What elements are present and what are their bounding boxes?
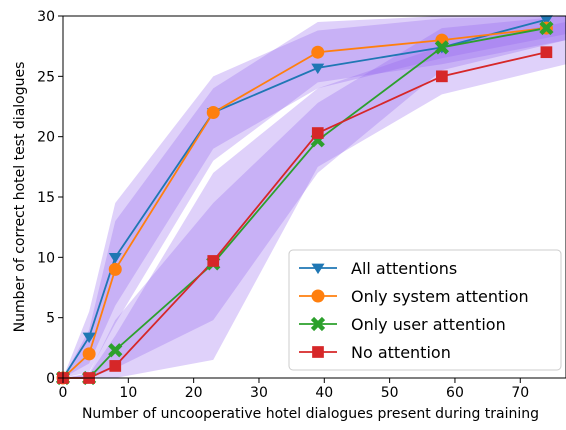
x-axis-ticks: 0 10 20 30 40 50 60 70 [59,378,529,401]
x-tick-label: 10 [119,385,137,401]
y-tick-label: 15 [37,190,55,206]
legend-label: All attentions [351,259,457,278]
data-point-s3-3 [108,343,123,358]
y-tick-label: 5 [46,311,55,327]
data-point-s1-5 [311,63,325,75]
x-tick-label: 70 [511,385,529,401]
x-tick-label: 0 [59,385,68,401]
confidence-band-4 [63,22,566,379]
data-point-s1-2 [82,332,96,344]
legend: All attentions Only system attention Only … [288,249,562,371]
legend-label: No attention [351,343,451,362]
data-point-s2-4 [206,106,220,120]
y-tick-label: 30 [37,9,55,25]
data-point-s2-3 [108,262,122,276]
x-tick-label: 20 [185,385,203,401]
y-axis-label: Number of correct hotel test dialogues [12,62,28,333]
x-tick-label: 30 [250,385,268,401]
legend-marker [312,346,324,358]
y-axis-ticks: 0 5 10 15 20 25 30 [37,9,63,387]
data-point-s2-2 [82,347,96,361]
legend-marker [310,316,326,332]
x-tick-label: 50 [381,385,399,401]
data-point-s2-5 [311,45,325,59]
data-point-s4-4 [207,255,220,267]
data-point-s4-5 [311,127,324,139]
confidence-band-1 [63,16,566,378]
x-tick-label: 40 [315,385,333,401]
y-tick-label: 10 [37,250,55,266]
legend-label: Only user attention [351,315,506,334]
data-point-s4-6 [436,70,448,83]
y-tick-label: 25 [37,69,55,85]
legend-marker [311,289,325,303]
x-axis-label: Number of uncooperative hotel dialogues … [82,406,539,422]
data-point-s1-7 [539,15,553,26]
legend-marker [311,263,325,275]
y-tick-label: 0 [46,371,55,387]
data-point-s3-6 [434,40,449,55]
legend-label: Only system attention [351,287,529,306]
confidence-band-2 [63,16,566,378]
legend-box [288,249,562,371]
data-point-s3-7 [539,20,554,36]
x-tick-label: 60 [446,385,464,401]
data-point-s1-3 [108,253,122,264]
y-tick-label: 20 [37,130,55,146]
data-point-s4-7 [540,46,553,59]
data-point-s4-3 [109,360,122,372]
